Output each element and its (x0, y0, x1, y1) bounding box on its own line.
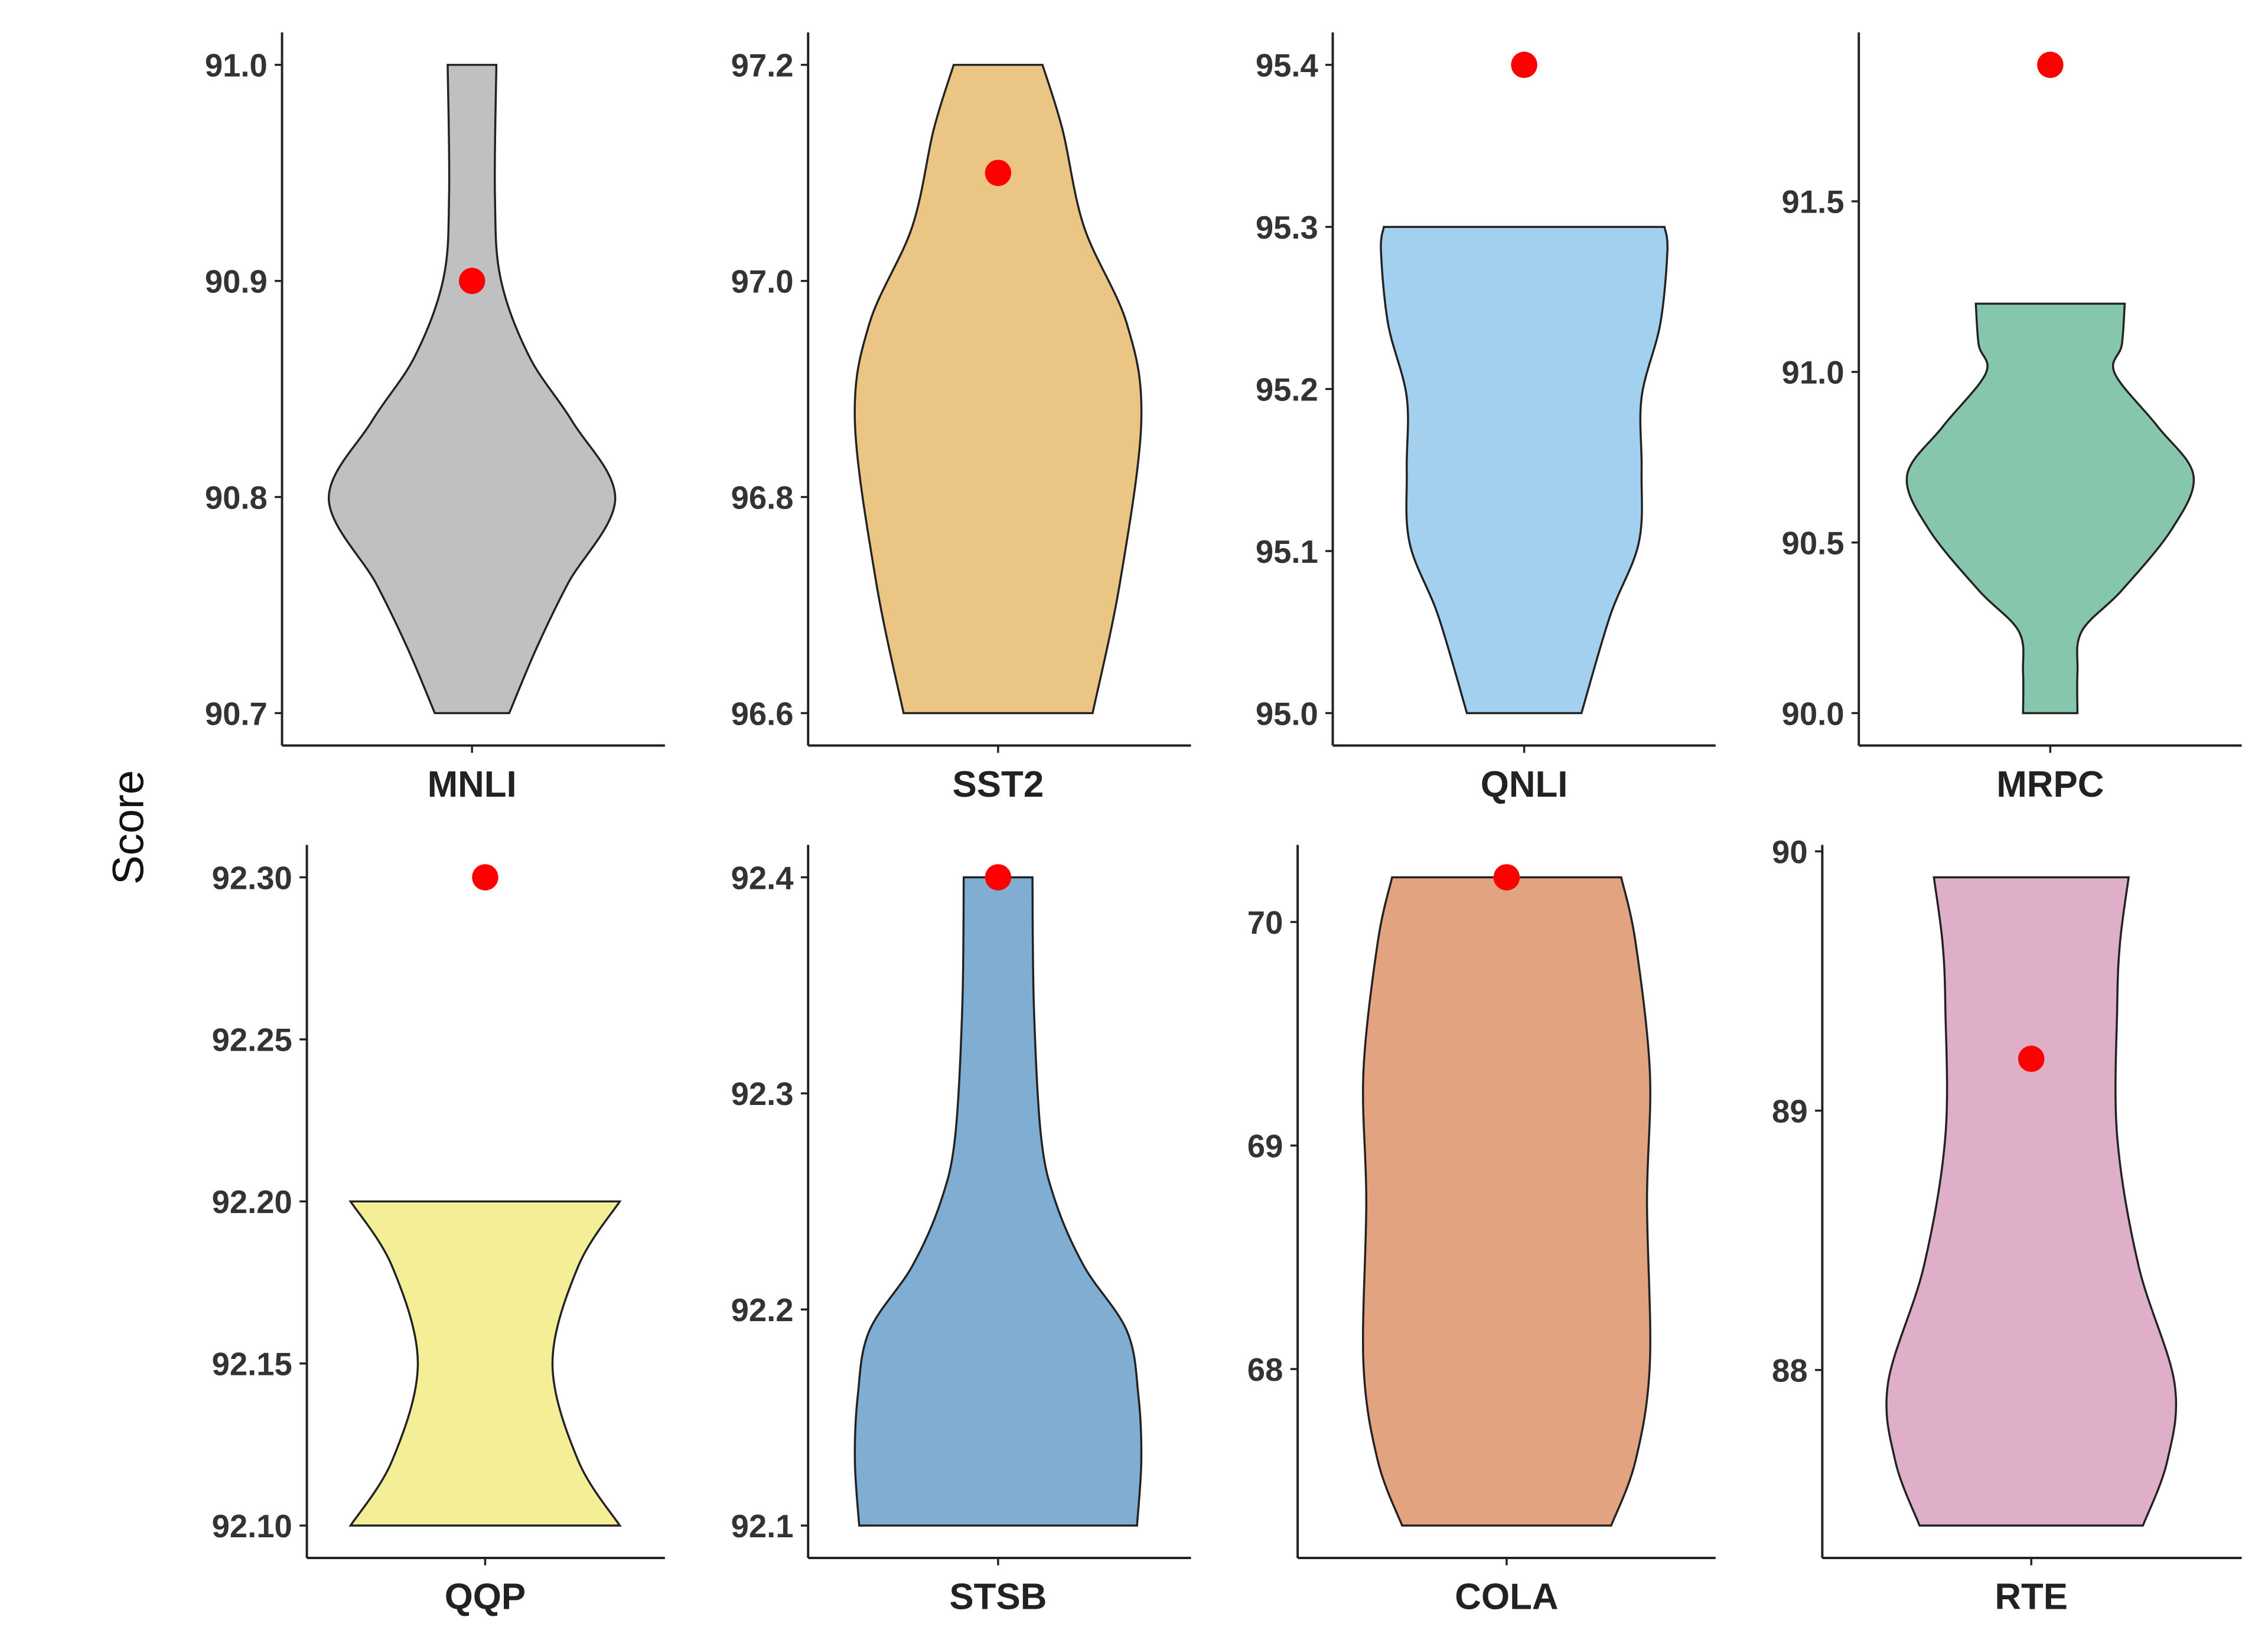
y-tick-label: 92.3 (731, 1076, 794, 1112)
panel-qnli: 95.0 95.1 95.2 95.3 95.4 QNLI (1256, 32, 1716, 805)
point-rte (2018, 1045, 2045, 1072)
panels: 90.7 90.8 90.9 91.0 MNLI 96.6 96.8 97.0 97.2 SST2… (205, 32, 2242, 1618)
point-stsb (985, 864, 1012, 891)
point-qqp (472, 864, 498, 891)
point-mrpc (2037, 51, 2064, 79)
violin-mnli (327, 64, 617, 715)
panel-mrpc: 90.0 90.5 91.0 91.5 MRPC (1782, 32, 2242, 805)
y-tick-label: 88 (1772, 1352, 1808, 1388)
x-category-label: MRPC (1996, 764, 2104, 805)
y-tick-label: 95.2 (1256, 371, 1318, 408)
panel-mnli: 90.7 90.8 90.9 91.0 MNLI (205, 32, 665, 805)
panel-qqp: 92.10 92.15 92.20 92.25 92.30 QQP (212, 845, 665, 1618)
y-tick-label: 90.5 (1782, 525, 1845, 561)
x-category-label: SST2 (953, 764, 1044, 805)
panel-rte: 88 89 90 RTE (1772, 834, 2242, 1618)
x-category-label: COLA (1455, 1577, 1558, 1618)
y-tick-label: 68 (1247, 1352, 1283, 1388)
y-tick-label: 69 (1247, 1128, 1283, 1164)
point-qnli (1511, 51, 1537, 79)
x-category-label: RTE (1995, 1577, 2068, 1618)
y-tick-label: 92.4 (731, 860, 794, 896)
y-tick-label: 96.8 (731, 480, 794, 516)
y-tick-label: 91.0 (205, 48, 268, 84)
y-tick-label: 92.1 (731, 1508, 794, 1544)
point-cola (1493, 864, 1520, 891)
violin-cola (1361, 876, 1651, 1527)
y-tick-label: 92.10 (212, 1508, 292, 1544)
y-tick-label: 97.0 (731, 263, 794, 299)
x-category-label: QNLI (1481, 764, 1568, 805)
panel-sst2: 96.6 96.8 97.0 97.2 SST2 (731, 32, 1191, 805)
y-tick-label: 90.8 (205, 480, 268, 516)
y-tick-label: 97.2 (731, 48, 794, 84)
y-tick-label: 92.2 (731, 1292, 794, 1328)
y-tick-label: 95.1 (1256, 534, 1318, 570)
y-tick-label: 90.9 (205, 263, 268, 299)
y-tick-label: 90.0 (1782, 696, 1845, 732)
y-tick-label: 92.30 (212, 860, 292, 896)
y-tick-label: 89 (1772, 1093, 1808, 1129)
panel-cola: 68 69 70 COLA (1247, 845, 1716, 1618)
y-tick-label: 70 (1247, 905, 1283, 941)
y-tick-label: 90.7 (205, 696, 268, 732)
x-category-label: QQP (445, 1577, 526, 1618)
y-tick-label: 95.3 (1256, 210, 1318, 246)
violin-stsb (853, 876, 1143, 1527)
y-tick-label: 95.4 (1256, 48, 1318, 84)
panel-stsb: 92.1 92.2 92.3 92.4 STSB (731, 845, 1191, 1618)
y-tick-label: 91.5 (1782, 184, 1845, 220)
y-tick-label: 96.6 (731, 696, 794, 732)
x-category-label: STSB (949, 1577, 1047, 1618)
y-tick-label: 92.20 (212, 1184, 292, 1220)
y-tick-label: 91.0 (1782, 355, 1845, 391)
violin-sst2 (853, 64, 1143, 715)
x-category-label: MNLI (428, 764, 517, 805)
y-tick-label: 92.15 (212, 1347, 292, 1383)
point-mnli (458, 268, 485, 294)
violin-qqp (348, 1200, 622, 1527)
violin-rte (1885, 876, 2178, 1527)
y-tick-label: 92.25 (212, 1022, 292, 1058)
y-axis-title: Score (103, 770, 152, 885)
y-tick-label: 90 (1772, 834, 1808, 870)
violin-mrpc (1905, 302, 2195, 715)
point-sst2 (985, 159, 1012, 187)
y-tick-label: 95.0 (1256, 696, 1318, 732)
violin-qnli (1380, 226, 1669, 715)
